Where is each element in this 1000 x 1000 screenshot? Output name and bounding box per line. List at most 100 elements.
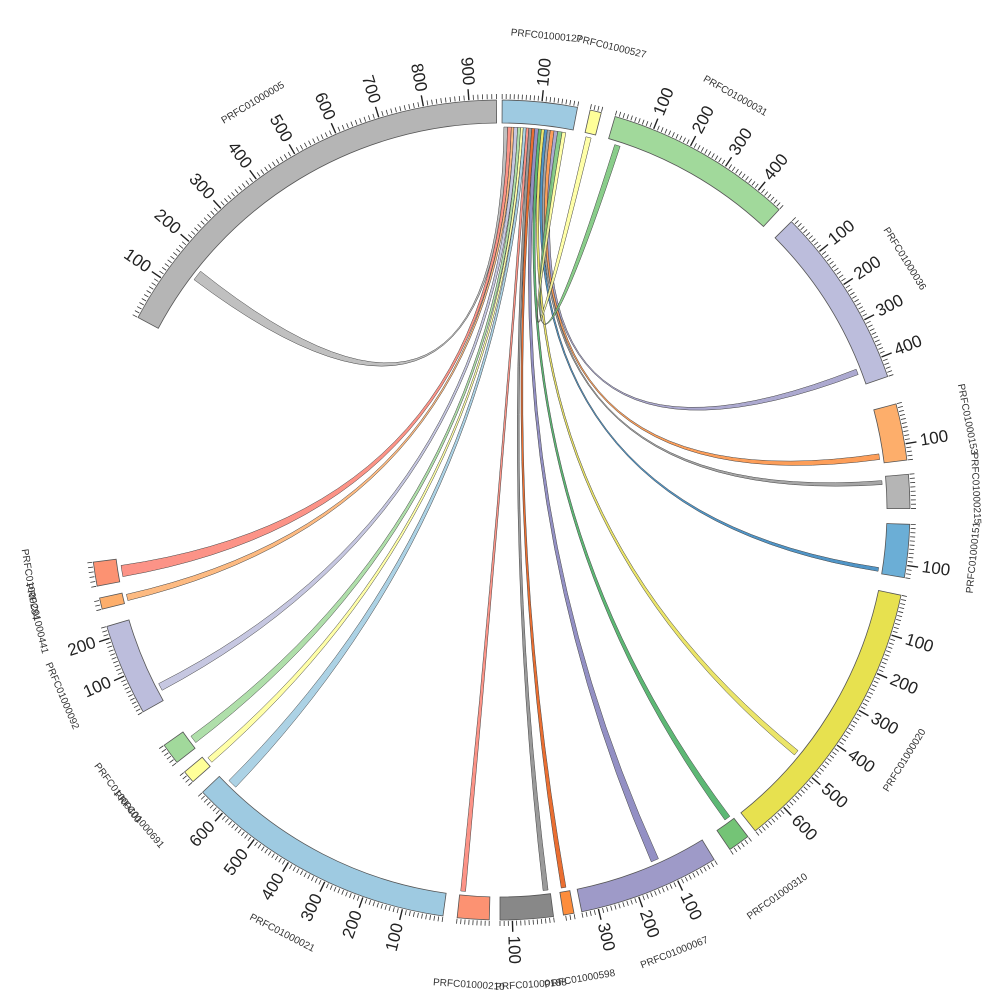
minor-tick [657,125,660,131]
segment-PRFC01000036 [774,221,889,385]
minor-tick [573,914,576,920]
minor-tick [561,98,564,104]
minor-tick [396,908,399,914]
minor-tick [352,894,356,900]
minor-tick [101,626,107,629]
minor-tick [813,241,819,246]
major-tick [399,909,404,921]
minor-tick [737,845,741,850]
minor-tick [191,230,196,235]
major-tick [541,90,544,102]
minor-tick [185,778,190,783]
major-tick [864,314,875,321]
minor-tick [283,154,288,159]
minor-tick [392,907,395,913]
minor-tick [573,100,576,106]
major-tick [214,812,223,822]
minor-tick [614,110,618,116]
segment-PRFC01000215 [885,473,911,510]
minor-tick [602,907,605,913]
minor-tick [557,98,560,104]
minor-tick [834,267,839,272]
minor-tick [854,299,859,303]
minor-tick [326,883,329,889]
segment-label-PRFC01000527: PRFC01000527 [575,34,648,62]
minor-tick [883,657,889,661]
minor-tick [856,302,862,306]
minor-tick [860,706,866,710]
minor-tick [135,708,141,712]
minor-tick [581,912,584,918]
minor-tick [194,227,199,232]
tick-label: 100 [676,889,705,923]
minor-tick [264,848,268,854]
minor-tick [703,866,707,872]
minor-tick [671,132,675,138]
minor-tick [718,157,722,163]
minor-tick [89,576,95,578]
tick-label: 300 [868,708,902,738]
minor-tick [593,909,596,915]
minor-tick [431,99,433,105]
minor-tick [440,98,442,104]
minor-tick [824,254,829,259]
minor-tick [272,161,276,167]
link-PRFC01000127-PRFC01000210 [460,127,530,892]
minor-tick [905,573,912,575]
minor-tick [241,183,246,188]
minor-tick [126,690,132,694]
minor-tick [905,577,911,580]
minor-tick [444,97,447,103]
tick-label: 400 [891,331,924,359]
segment-label-PRFC01000151: PRFC01000151 [965,521,983,594]
tick-label: 100 [80,673,114,702]
minor-tick [886,650,892,653]
minor-tick [569,99,572,106]
minor-tick [224,818,229,823]
minor-tick [281,860,286,865]
segment-label-PRFC01000284: PRFC01000284 [19,548,41,621]
minor-tick [553,97,556,103]
minor-tick [693,143,697,148]
tick-label: 100 [382,921,407,953]
minor-tick [898,409,904,412]
minor-tick [887,646,893,649]
minor-tick [161,748,167,753]
minor-tick [137,712,143,716]
minor-tick [684,876,688,882]
tick-label: 400 [759,150,792,184]
tick-label: 900 [457,56,478,86]
minor-tick [841,738,847,742]
minor-tick [215,810,220,815]
minor-tick [318,879,322,885]
minor-tick [675,133,679,139]
major-tick [358,897,364,909]
minor-tick [893,626,899,630]
minor-tick [879,350,885,354]
segment-PRFC01000284 [92,558,121,587]
minor-tick [203,217,208,222]
minor-tick [565,915,567,921]
major-tick [467,89,470,101]
minor-tick [771,818,776,823]
minor-tick [839,741,844,745]
minor-tick [540,918,543,924]
minor-tick [780,809,785,815]
minor-tick [224,198,228,203]
minor-tick [545,96,548,102]
minor-tick [329,885,333,890]
minor-tick [904,438,910,441]
minor-tick [894,622,900,626]
major-tick [819,243,829,252]
minor-tick [256,172,261,177]
minor-tick [164,752,169,757]
minor-tick [827,758,832,762]
tick-label: 200 [688,103,718,137]
segment-label-PRFC01000036: PRFC01000036 [881,226,928,293]
minor-tick [275,159,280,164]
link-PRFC01000127-PRFC01000400 [190,127,521,743]
minor-tick [773,199,778,204]
minor-tick [350,121,354,127]
minor-tick [292,866,296,872]
minor-tick [116,668,122,672]
